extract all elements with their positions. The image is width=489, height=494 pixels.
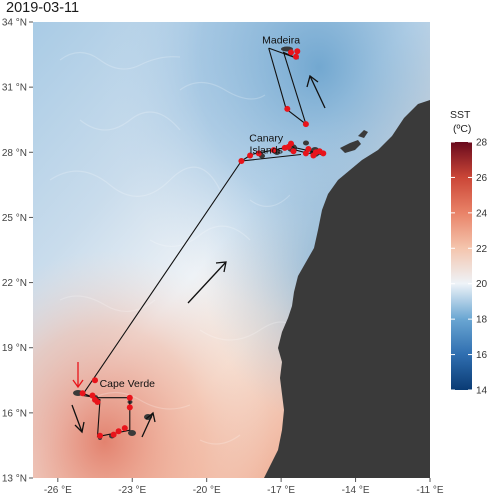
- position-marker: [288, 140, 294, 147]
- place-label: Cape Verde: [100, 378, 156, 390]
- position-marker: [238, 158, 245, 164]
- arrow-northeast: [187, 261, 227, 304]
- position-marker: [288, 49, 294, 56]
- position-marker: [115, 428, 122, 435]
- position-marker: [92, 377, 98, 384]
- lon-tick-label: -11 °E: [416, 485, 443, 494]
- position-marker: [121, 425, 128, 432]
- lat-tick-label: 13 °N: [2, 474, 27, 485]
- lat-tick-label: 25 °N: [2, 213, 27, 224]
- position-marker: [294, 48, 301, 55]
- legend-tick-label: 20: [476, 279, 488, 290]
- legend-tick-label: 26: [476, 173, 488, 184]
- lat-tick-label: 19 °N: [2, 343, 27, 354]
- position-marker: [255, 150, 262, 157]
- lat-tick-label: 22 °N: [2, 278, 27, 289]
- africa-land: [264, 100, 430, 478]
- position-marker: [290, 148, 297, 155]
- latitude-labels: 13 °N 16 °N 19 °N 22 °N 25 °N 28 °N 31 °N 34 °N: [2, 18, 27, 485]
- position-marker: [110, 431, 117, 438]
- arrow-southeast: [71, 404, 85, 434]
- legend-title-unit: (ºC): [453, 123, 471, 135]
- red-arrow-marker: [72, 362, 84, 389]
- legend-tick-label: 18: [476, 315, 488, 326]
- legend-tick-label: 22: [476, 244, 488, 255]
- sst-field: [33, 22, 430, 478]
- axis-ticks: [29, 21, 431, 482]
- position-marker: [305, 146, 312, 152]
- longitude-labels: -26 °E -23 °E -20 °E -17 °E -14 °E -11 °E: [44, 485, 444, 494]
- arrow-northeast-small: [141, 411, 156, 438]
- position-marker: [79, 390, 86, 397]
- lat-tick-label: 28 °N: [2, 148, 27, 159]
- arrow-madeira-north: [306, 74, 326, 109]
- place-label: Islands: [250, 144, 283, 156]
- legend-tick-label: 16: [476, 350, 488, 361]
- lat-tick-label: 34 °N: [2, 18, 27, 29]
- place-label: Canary: [249, 132, 284, 144]
- map-title: 2019-03-11: [6, 0, 80, 16]
- sst-legend: SST (ºC) 14 16 18 20 22 24 26 28: [450, 109, 488, 397]
- place-label: Madeira: [262, 35, 300, 47]
- lon-tick-label: -14 °E: [342, 485, 370, 494]
- position-marker: [247, 152, 254, 159]
- lon-tick-label: -17 °E: [267, 485, 295, 494]
- position-marker: [302, 121, 309, 128]
- lon-tick-label: -23 °E: [118, 485, 146, 494]
- direction-arrows: [71, 74, 326, 438]
- legend-tick-label: 14: [476, 386, 488, 397]
- position-marker: [97, 432, 103, 439]
- position-marker: [302, 150, 309, 157]
- position-marker: [320, 150, 327, 157]
- legend-tick-label: 28: [476, 138, 488, 149]
- position-marker: [293, 53, 299, 60]
- legend-tick-label: 24: [476, 208, 488, 219]
- lat-tick-label: 16 °N: [2, 408, 27, 419]
- lat-tick-label: 31 °N: [2, 83, 27, 94]
- position-marker: [126, 394, 133, 401]
- position-marker: [126, 404, 133, 411]
- legend-title-sst: SST: [450, 109, 471, 121]
- lon-tick-label: -20 °E: [193, 485, 221, 494]
- position-markers: [79, 48, 327, 439]
- position-marker: [284, 105, 291, 112]
- position-marker: [270, 147, 277, 154]
- legend-ticks: 14 16 18 20 22 24 26 28: [451, 138, 488, 397]
- lon-tick-label: -26 °E: [44, 485, 72, 494]
- track-main: [81, 153, 302, 438]
- legend-colorbar: [451, 142, 472, 390]
- position-marker: [92, 396, 98, 403]
